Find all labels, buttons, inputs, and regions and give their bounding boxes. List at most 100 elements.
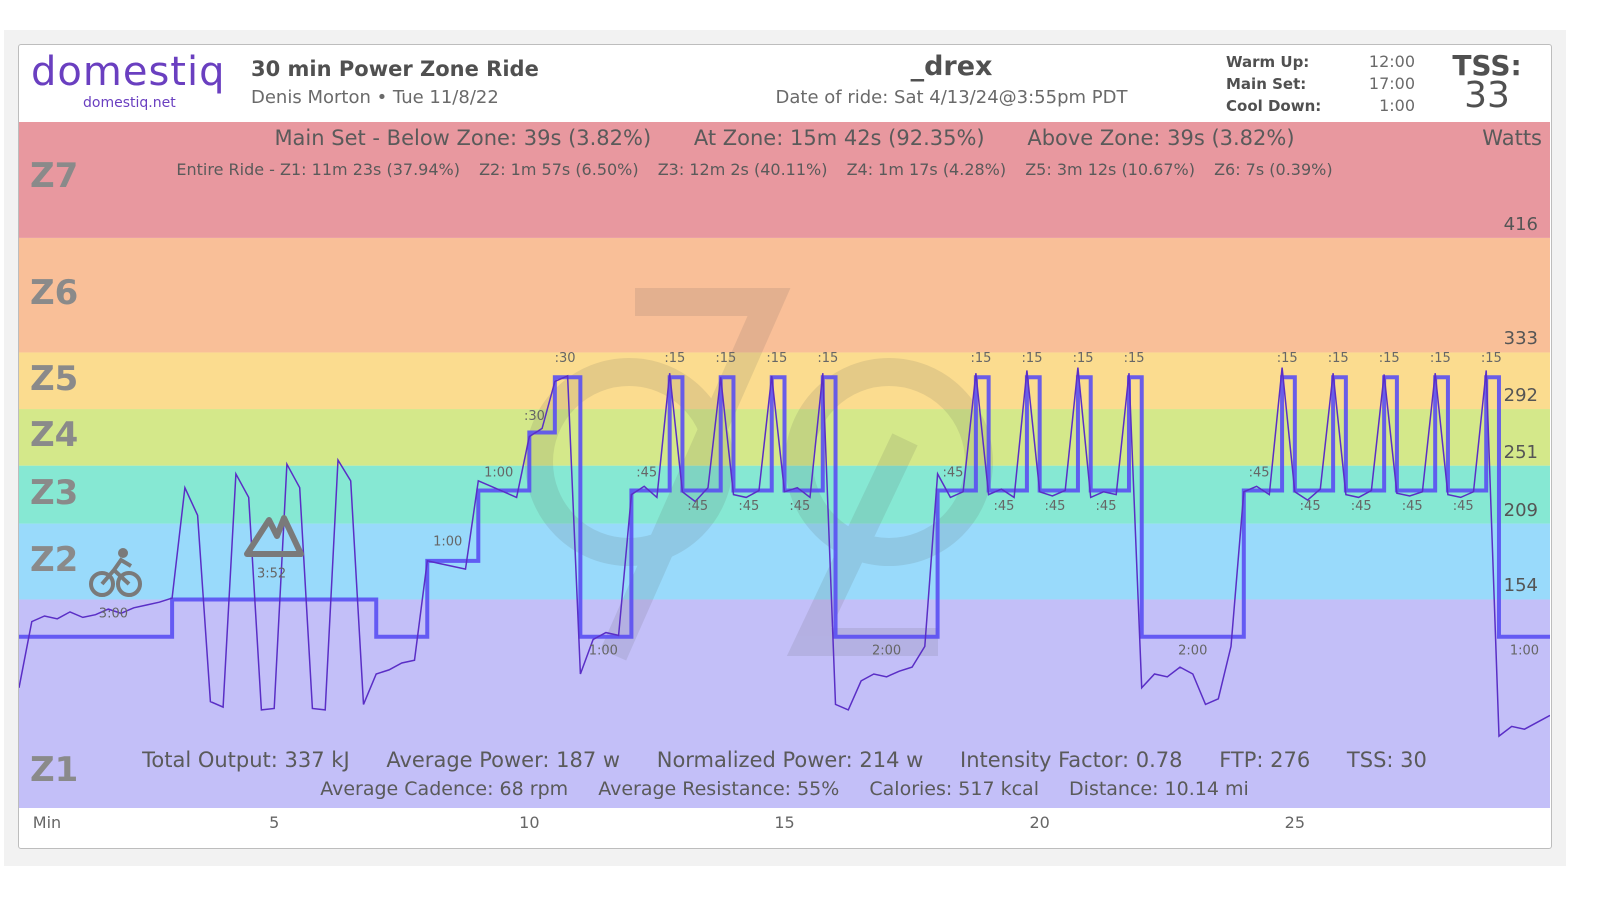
cooldown-label: Cool Down: — [1226, 97, 1322, 115]
interval-label: :15 — [1328, 351, 1349, 366]
interval-label: :15 — [1022, 351, 1043, 366]
x-tick-label: 5 — [269, 813, 280, 832]
zone-time-z5: Z5: 3m 12s (10.67%) — [1025, 160, 1195, 179]
interval-label: :15 — [817, 351, 838, 366]
below-zone: Main Set - Below Zone: 39s (3.82%) — [274, 126, 652, 150]
mainset-value: 17:00 — [1368, 74, 1415, 93]
x-tick-label: 10 — [519, 813, 540, 832]
interval-label: :30 — [524, 409, 545, 424]
above-zone: Above Zone: 39s (3.82%) — [1027, 126, 1295, 150]
interval-label: 3:00 — [99, 606, 128, 621]
zone-band-z1 — [19, 599, 1550, 808]
distance: Distance: 10.14 mi — [1069, 778, 1249, 800]
interval-label: :15 — [1124, 351, 1145, 366]
total-output: Total Output: 337 kJ — [142, 748, 350, 772]
rider-name: _drex — [910, 51, 993, 82]
zone-label-z2: Z2 — [30, 539, 79, 580]
interval-label: 1:00 — [1510, 644, 1539, 659]
main-set-zone-summary: Main Set - Below Zone: 39s (3.82%) At Zo… — [19, 126, 1550, 150]
y-axis-label: Watts — [1482, 126, 1542, 150]
zone-label-z5: Z5 — [30, 358, 79, 399]
interval-label: 1:00 — [433, 535, 462, 550]
class-title: 30 min Power Zone Ride — [251, 57, 539, 81]
y-tick-label: 416 — [1503, 213, 1538, 235]
y-tick-label: 154 — [1503, 575, 1538, 597]
zone-time-z3: Z3: 12m 2s (40.11%) — [657, 160, 828, 179]
intensity-factor: Intensity Factor: 0.78 — [960, 748, 1183, 772]
tss-value: 33 — [1464, 75, 1510, 116]
chart-svg: 3:00 3:52 1:00 1:00 :30 :30 1:00 :45 :15 :45 :15 :4… — [19, 122, 1550, 808]
interval-label: :15 — [1379, 351, 1400, 366]
power-zone-chart: 3:00 3:52 1:00 1:00 :30 :30 1:00 :45 :15 :45 :15 :4… — [19, 122, 1550, 808]
target-power-line — [19, 375, 1550, 639]
zone-time-z4: Z4: 1m 17s (4.28%) — [846, 160, 1007, 179]
warmup-value: 12:00 — [1368, 52, 1415, 71]
interval-label: :15 — [1277, 351, 1298, 366]
x-tick-label: 20 — [1029, 813, 1050, 832]
interval-label: :15 — [1073, 351, 1094, 366]
x-tick-label: 25 — [1284, 813, 1306, 832]
interval-label: :30 — [555, 351, 576, 366]
ftp: FTP: 276 — [1219, 748, 1311, 772]
interval-label: 2:00 — [1178, 644, 1207, 659]
entire-ride-zone-summary: Entire Ride - Z1: 11m 23s (37.94%) Z2: 1… — [19, 160, 1520, 179]
cooldown-value: 1:00 — [1379, 96, 1415, 115]
zone-label-z6: Z6 — [30, 273, 79, 314]
y-tick-label: 251 — [1503, 441, 1538, 463]
average-resistance: Average Resistance: 55% — [598, 778, 840, 800]
interval-label: :45 — [1096, 499, 1117, 514]
interval-label: :45 — [942, 466, 963, 481]
interval-label: :15 — [664, 351, 685, 366]
zone-label-z4: Z4 — [30, 415, 79, 456]
mainset-label: Main Set: — [1226, 75, 1307, 93]
zone-band-z6 — [19, 237, 1550, 353]
y-tick-label: 292 — [1503, 385, 1538, 407]
x-tick-label: 15 — [774, 813, 795, 832]
interval-label: :45 — [1045, 499, 1066, 514]
average-cadence: Average Cadence: 68 rpm — [320, 778, 569, 800]
interval-label: 3:52 — [257, 566, 286, 581]
interval-label: :45 — [993, 499, 1014, 514]
interval-label: :45 — [1453, 499, 1474, 514]
class-subtitle: Denis Morton • Tue 11/8/22 — [251, 87, 499, 108]
calories: Calories: 517 kcal — [869, 778, 1039, 800]
zone-band-z2 — [19, 523, 1550, 600]
interval-label: :45 — [1249, 466, 1270, 481]
zone-time-z6: Z6: 7s (0.39%) — [1214, 160, 1333, 179]
x-axis-label: Min — [32, 813, 62, 832]
y-tick-label: 209 — [1503, 499, 1538, 521]
zone-label-z3: Z3 — [30, 472, 79, 513]
interval-label: :45 — [687, 499, 708, 514]
y-tick-label: 333 — [1503, 328, 1538, 350]
tss: TSS: 30 — [1346, 748, 1427, 772]
average-power: Average Power: 187 w — [386, 748, 621, 772]
ride-stats-row-1: Total Output: 337 kJ Average Power: 187 … — [19, 748, 1550, 772]
zone-label-z1: Z1 — [30, 750, 79, 790]
interval-label: :15 — [971, 351, 992, 366]
x-axis: Min 5 10 15 20 25 — [19, 808, 1550, 846]
interval-label: :45 — [1351, 499, 1372, 514]
interval-label: 2:00 — [872, 644, 901, 659]
warmup-label: Warm Up: — [1226, 53, 1310, 71]
at-zone: At Zone: 15m 42s (92.35%) — [693, 126, 985, 150]
ride-date: Date of ride: Sat 4/13/24@3:55pm PDT — [775, 87, 1128, 108]
ride-stats-row-2: Average Cadence: 68 rpm Average Resistan… — [19, 778, 1550, 800]
interval-label: :15 — [715, 351, 736, 366]
normalized-power: Normalized Power: 214 w — [656, 748, 924, 772]
logo-url[interactable]: domestiq.net — [83, 95, 176, 111]
zone-time-z2: Z2: 1m 57s (6.50%) — [479, 160, 639, 179]
zone-time-z1: Entire Ride - Z1: 11m 23s (37.94%) — [176, 160, 460, 179]
domestiq-logo: domestiq — [31, 49, 226, 95]
interval-label: :45 — [636, 466, 657, 481]
interval-label: :45 — [1402, 499, 1423, 514]
interval-label: :45 — [738, 499, 759, 514]
bicycle-icon — [89, 548, 142, 597]
tss-label: TSS: — [1452, 49, 1522, 82]
domestiq-logo-watermark — [525, 288, 993, 661]
interval-label: :15 — [1481, 351, 1502, 366]
actual-power-line — [19, 367, 1550, 738]
interval-label: 1:00 — [484, 466, 513, 481]
interval-label: 1:00 — [589, 644, 618, 659]
zone-label-z7: Z7 — [30, 156, 79, 196]
interval-label: :15 — [1430, 351, 1451, 366]
